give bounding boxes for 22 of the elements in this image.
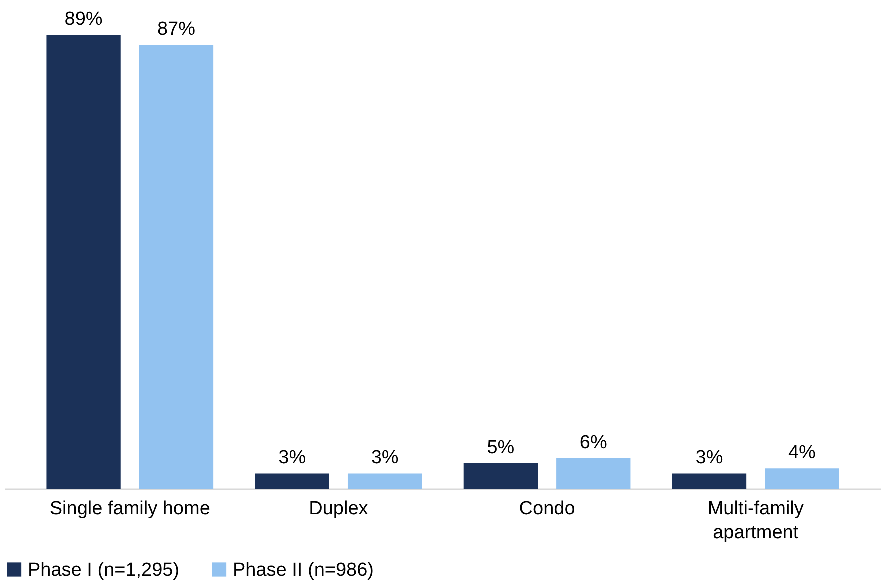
bar (765, 468, 840, 489)
bar (255, 474, 330, 489)
bar (139, 45, 214, 489)
data-label: 87% (157, 19, 196, 40)
x-tick-label: Single family home (50, 498, 210, 520)
bar (348, 474, 422, 489)
data-label: 3% (696, 448, 724, 469)
data-label: 4% (788, 442, 816, 464)
data-label: 3% (371, 448, 399, 469)
legend-label: Phase I (n=1,295) (28, 560, 180, 581)
bar (672, 474, 747, 489)
bar (464, 463, 538, 489)
data-label: 5% (487, 437, 515, 458)
x-tick-label: Duplex (309, 498, 369, 520)
bar (556, 458, 631, 489)
data-label: 3% (278, 448, 306, 469)
bar (46, 35, 121, 489)
legend-label: Phase II (n=986) (233, 560, 374, 581)
data-label: 89% (64, 9, 103, 30)
x-tick-label: Multi-family apartment (708, 498, 804, 544)
x-tick-label: Condo (519, 498, 576, 520)
data-label: 6% (580, 432, 608, 454)
